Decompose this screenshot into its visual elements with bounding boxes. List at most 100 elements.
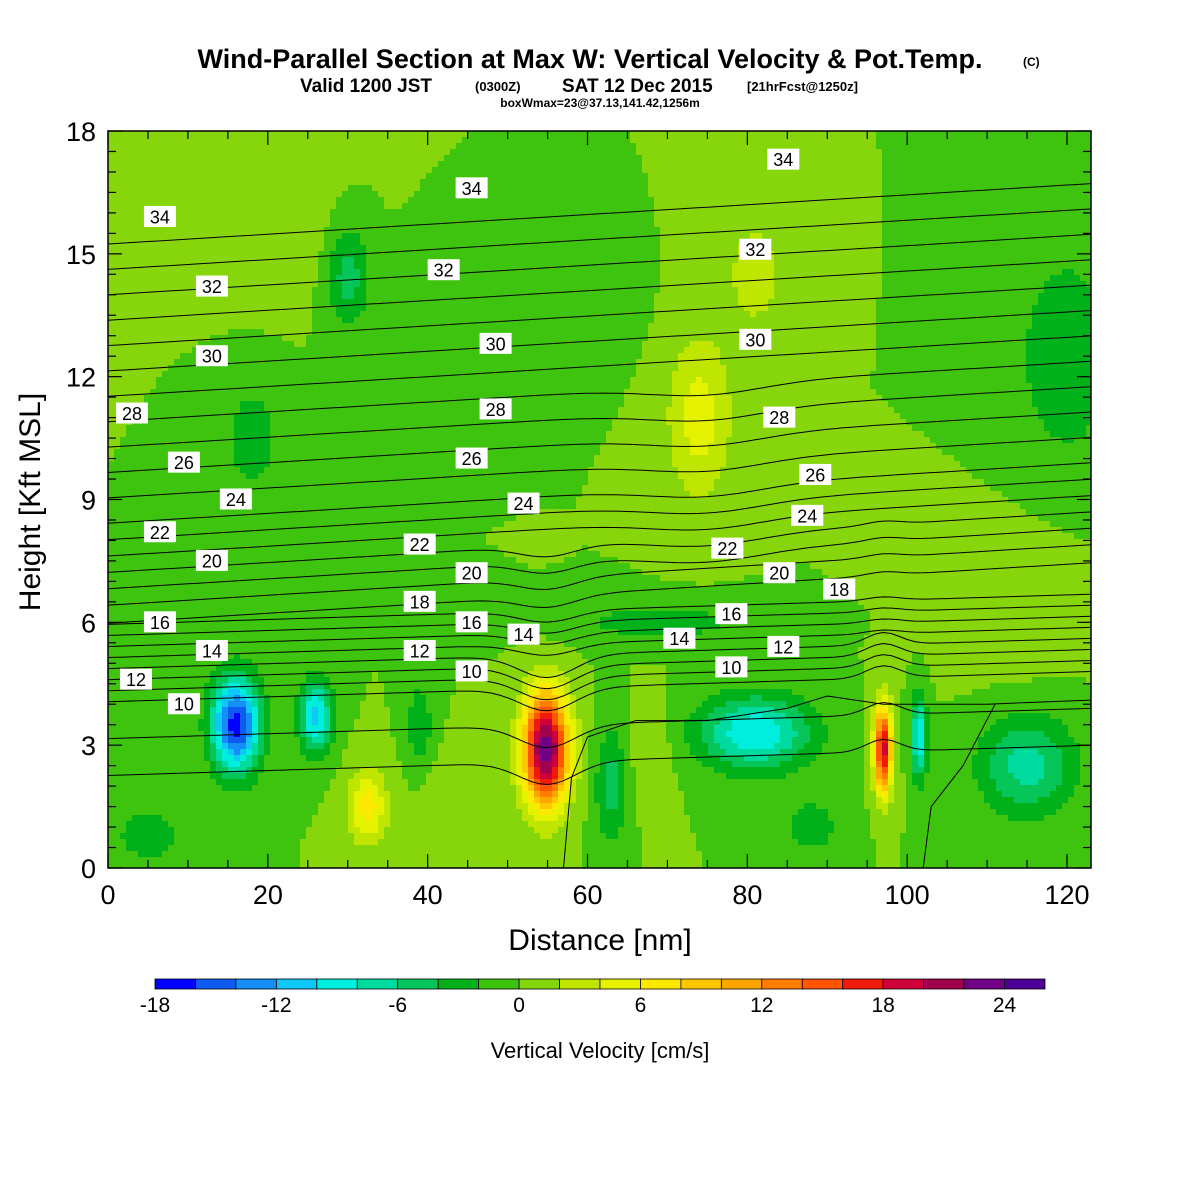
w-cell	[240, 845, 247, 852]
w-cell	[156, 785, 163, 792]
w-cell	[120, 275, 127, 282]
w-cell	[150, 713, 157, 720]
w-cell	[138, 839, 145, 846]
w-cell	[276, 395, 283, 402]
w-cell	[150, 455, 157, 462]
w-cell	[264, 239, 271, 246]
w-cell	[126, 359, 133, 366]
w-cell	[270, 605, 277, 612]
w-cell	[120, 569, 127, 576]
w-cell	[210, 179, 217, 186]
w-cell	[264, 503, 271, 510]
w-cell	[258, 671, 265, 678]
w-cell	[264, 791, 271, 798]
w-cell	[300, 635, 307, 642]
w-cell	[108, 779, 115, 786]
w-cell	[138, 725, 145, 732]
w-cell	[138, 221, 145, 228]
w-cell	[240, 401, 247, 408]
w-cell	[306, 179, 313, 186]
w-cell	[234, 749, 241, 756]
w-cell	[282, 677, 289, 684]
w-cell	[330, 419, 337, 426]
w-cell	[180, 755, 187, 762]
w-cell	[114, 833, 121, 840]
w-cell	[120, 833, 127, 840]
w-cell	[294, 341, 301, 348]
w-cell	[324, 251, 331, 258]
w-cell	[300, 395, 307, 402]
w-cell	[114, 611, 121, 618]
w-cell	[228, 797, 235, 804]
w-cell	[306, 209, 313, 216]
w-cell	[270, 689, 277, 696]
w-cell	[216, 755, 223, 762]
w-cell	[222, 809, 229, 816]
w-cell	[270, 395, 277, 402]
w-cell	[270, 443, 277, 450]
w-cell	[150, 251, 157, 258]
w-cell	[252, 413, 259, 420]
w-cell	[294, 179, 301, 186]
w-cell	[210, 371, 217, 378]
w-cell	[336, 131, 343, 138]
w-cell	[234, 401, 241, 408]
w-cell	[294, 293, 301, 300]
w-cell	[270, 425, 277, 432]
w-cell	[204, 839, 211, 846]
w-cell	[156, 401, 163, 408]
w-cell	[324, 761, 331, 768]
w-cell	[192, 635, 199, 642]
w-cell	[228, 269, 235, 276]
w-cell	[138, 761, 145, 768]
w-cell	[108, 509, 115, 516]
w-cell	[258, 299, 265, 306]
w-cell	[156, 479, 163, 486]
w-cell	[168, 593, 175, 600]
w-cell	[324, 479, 331, 486]
w-cell	[120, 173, 127, 180]
w-cell	[336, 695, 343, 702]
w-cell	[330, 833, 337, 840]
w-cell	[246, 239, 253, 246]
w-cell	[222, 527, 229, 534]
w-cell	[162, 359, 169, 366]
w-cell	[276, 269, 283, 276]
w-cell	[342, 203, 349, 210]
w-cell	[318, 761, 325, 768]
w-cell	[240, 179, 247, 186]
w-cell	[234, 515, 241, 522]
w-cell	[228, 743, 235, 750]
w-cell	[330, 695, 337, 702]
w-cell	[240, 473, 247, 480]
w-cell	[114, 179, 121, 186]
w-cell	[114, 281, 121, 288]
w-cell	[252, 839, 259, 846]
w-cell	[264, 341, 271, 348]
w-cell	[174, 371, 181, 378]
w-cell	[186, 323, 193, 330]
w-cell	[138, 689, 145, 696]
w-cell	[246, 191, 253, 198]
w-cell	[258, 377, 265, 384]
w-cell	[210, 239, 217, 246]
w-cell	[270, 359, 277, 366]
w-cell	[120, 167, 127, 174]
w-cell	[210, 737, 217, 744]
w-cell	[216, 539, 223, 546]
w-cell	[234, 539, 241, 546]
w-cell	[330, 479, 337, 486]
w-cell	[150, 497, 157, 504]
w-cell	[246, 797, 253, 804]
w-cell	[252, 407, 259, 414]
w-cell	[150, 377, 157, 384]
w-cell	[120, 545, 127, 552]
w-cell	[210, 305, 217, 312]
w-cell	[228, 527, 235, 534]
w-cell	[282, 845, 289, 852]
w-cell	[132, 329, 139, 336]
w-cell	[144, 287, 151, 294]
w-cell	[282, 719, 289, 726]
w-cell	[126, 227, 133, 234]
w-cell	[330, 149, 337, 156]
